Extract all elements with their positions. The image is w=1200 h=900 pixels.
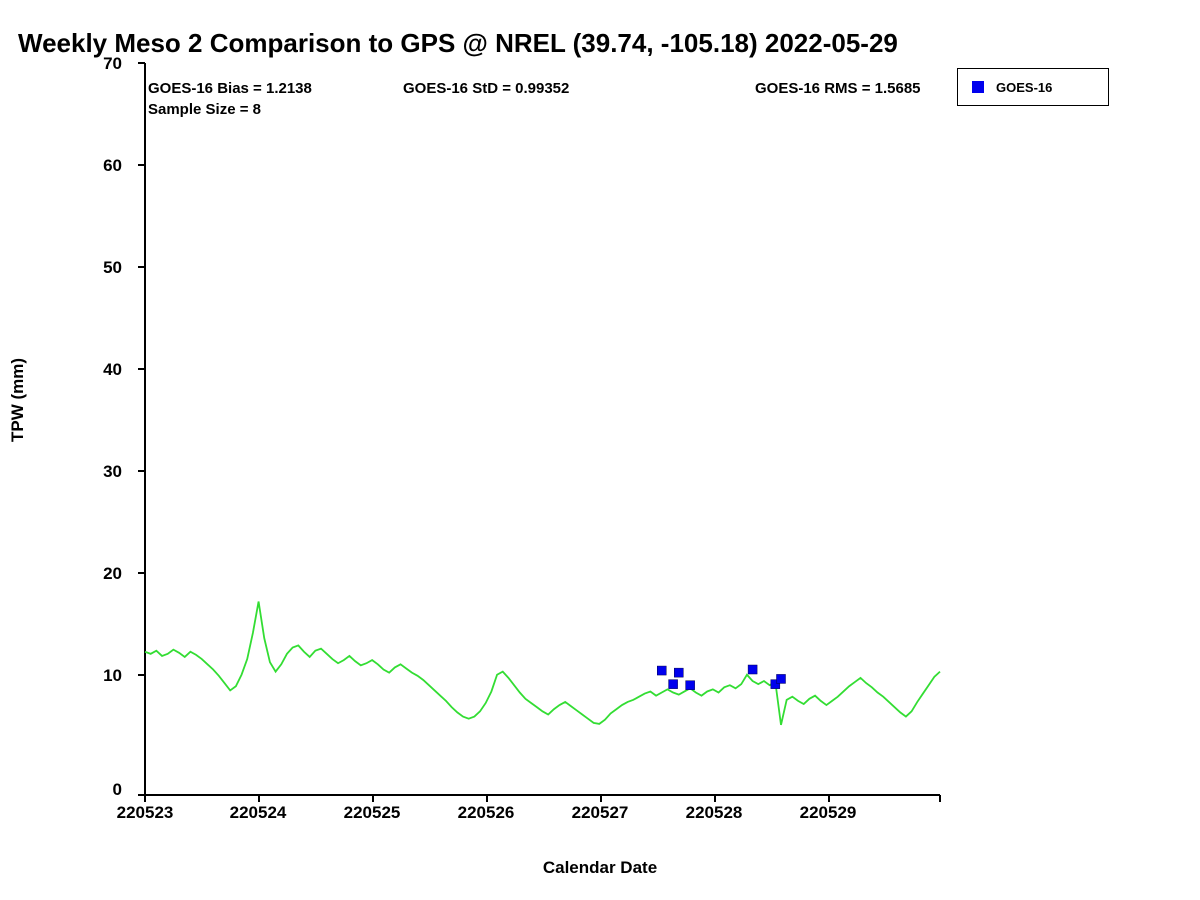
goes16-data-point[interactable] bbox=[777, 674, 786, 683]
goes16-data-point[interactable] bbox=[686, 681, 695, 690]
chart-plot-svg bbox=[0, 0, 1200, 900]
goes16-scatter-series bbox=[657, 665, 785, 690]
legend-label-goes16: GOES-16 bbox=[996, 80, 1052, 95]
legend-box: GOES-16 bbox=[957, 68, 1109, 106]
legend-swatch-goes16 bbox=[972, 81, 984, 93]
goes16-data-point[interactable] bbox=[669, 680, 678, 689]
chart-container: Weekly Meso 2 Comparison to GPS @ NREL (… bbox=[0, 0, 1200, 900]
tpw-line-series bbox=[145, 602, 940, 725]
goes16-data-point[interactable] bbox=[657, 666, 666, 675]
goes16-data-point[interactable] bbox=[748, 665, 757, 674]
goes16-data-point[interactable] bbox=[674, 668, 683, 677]
